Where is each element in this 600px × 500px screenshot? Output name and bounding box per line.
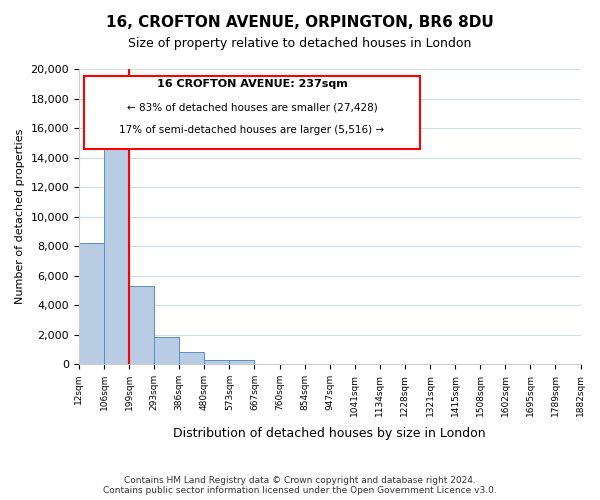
X-axis label: Distribution of detached houses by size in London: Distribution of detached houses by size … — [173, 427, 486, 440]
Bar — [205, 360, 229, 364]
Text: Size of property relative to detached houses in London: Size of property relative to detached ho… — [128, 38, 472, 51]
Text: 16 CROFTON AVENUE: 237sqm: 16 CROFTON AVENUE: 237sqm — [157, 80, 347, 90]
Bar — [154, 338, 179, 364]
Text: Contains HM Land Registry data © Crown copyright and database right 2024.
Contai: Contains HM Land Registry data © Crown c… — [103, 476, 497, 495]
FancyBboxPatch shape — [84, 76, 420, 148]
Bar — [79, 243, 104, 364]
Text: 17% of semi-detached houses are larger (5,516) →: 17% of semi-detached houses are larger (… — [119, 125, 385, 135]
Y-axis label: Number of detached properties: Number of detached properties — [15, 129, 25, 304]
Bar — [229, 360, 254, 364]
Bar — [104, 120, 129, 364]
Bar — [179, 352, 205, 364]
Bar — [129, 286, 154, 364]
Text: 16, CROFTON AVENUE, ORPINGTON, BR6 8DU: 16, CROFTON AVENUE, ORPINGTON, BR6 8DU — [106, 15, 494, 30]
Text: ← 83% of detached houses are smaller (27,428): ← 83% of detached houses are smaller (27… — [127, 103, 377, 113]
